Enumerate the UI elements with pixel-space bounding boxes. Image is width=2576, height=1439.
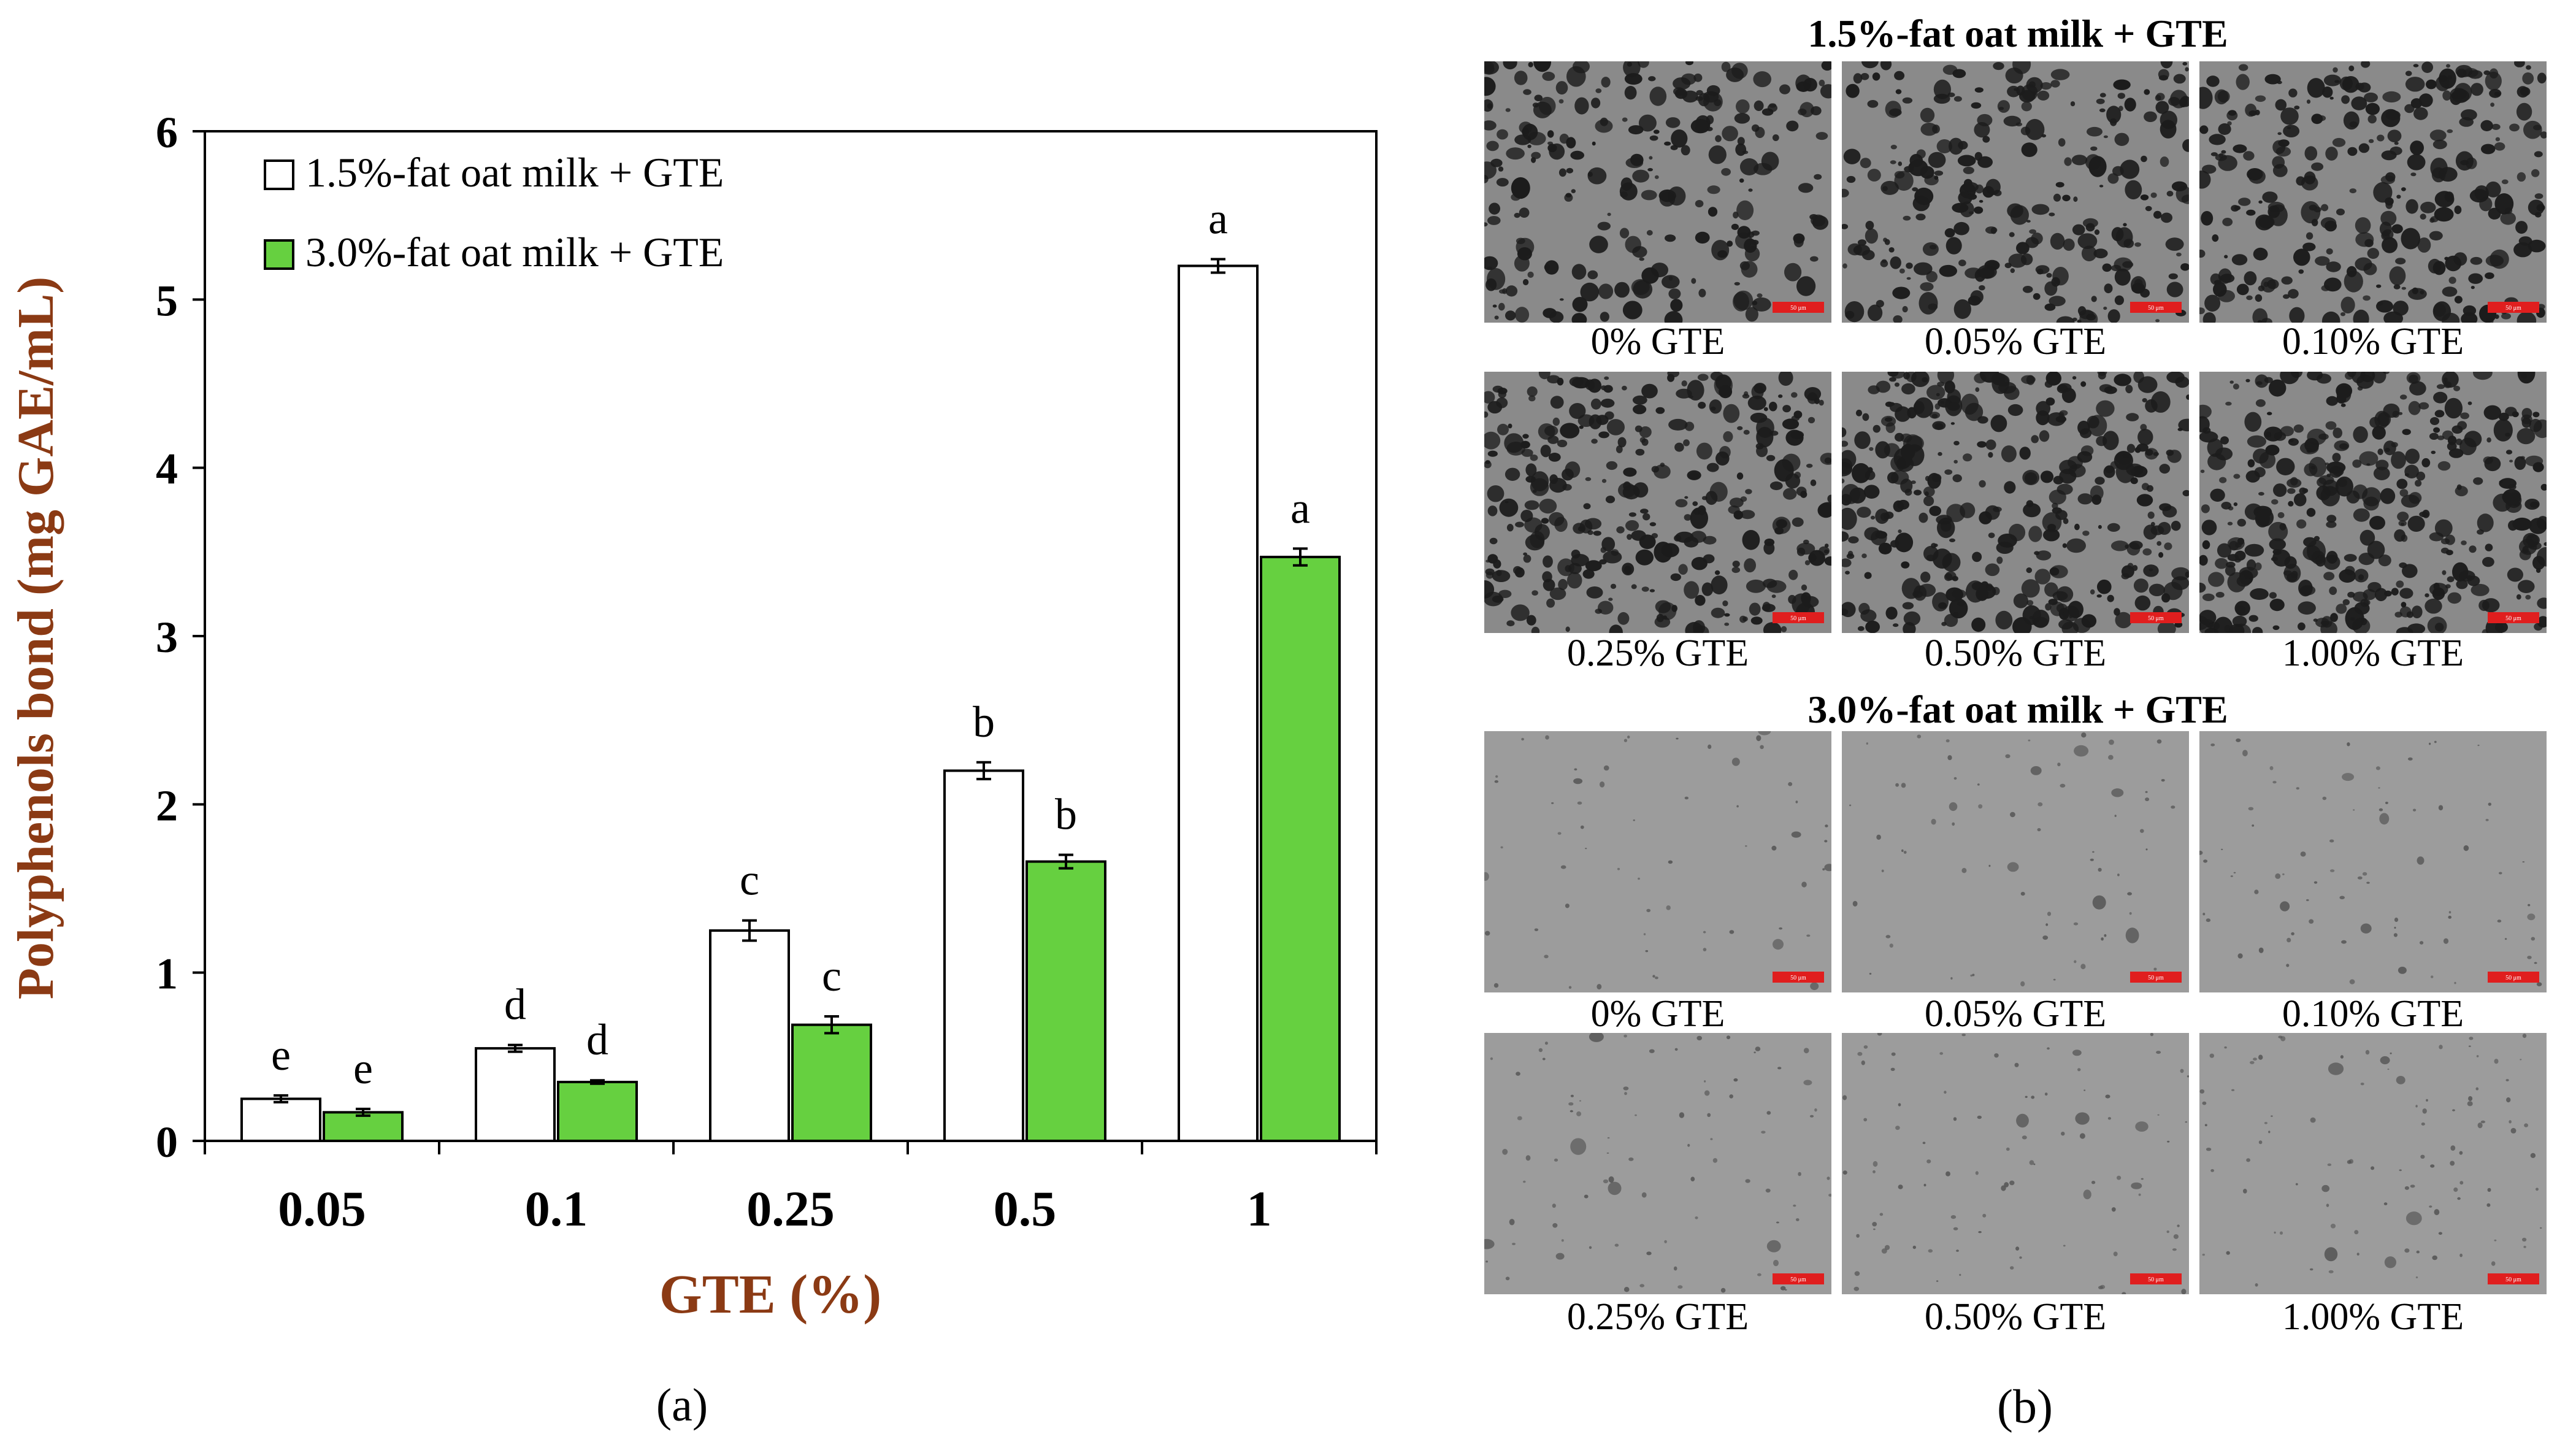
scale-bar-label: 50 μm <box>2505 1276 2521 1283</box>
y-tick-label: 0 <box>156 1118 178 1167</box>
scale-bar <box>1773 302 1824 313</box>
bar <box>323 1111 404 1142</box>
scale-bar <box>2130 302 2182 313</box>
legend-label: 1.5%-fat oat milk + GTE <box>305 149 724 196</box>
significance-label: c <box>740 856 759 905</box>
micrograph-caption: 0.10% GTE <box>2282 321 2464 363</box>
x-category-label: 0.05 <box>278 1181 366 1237</box>
significance-label: a <box>1208 194 1228 243</box>
micrograph-caption: 0.25% GTE <box>1566 1296 1749 1338</box>
scale-bar-label: 50 μm <box>2148 975 2164 981</box>
scale-bar-label: 50 μm <box>2505 615 2521 622</box>
bar <box>943 769 1024 1142</box>
bar <box>709 929 790 1143</box>
panel-a-label: (a) <box>656 1380 708 1431</box>
significance-label: d <box>504 980 526 1029</box>
significance-label: e <box>271 1030 291 1080</box>
micrograph-caption: 1.00% GTE <box>2282 632 2464 674</box>
scale-bar-label: 50 μm <box>2148 305 2164 312</box>
micrograph-caption: 0.05% GTE <box>1924 321 2107 363</box>
bar-series: e d c b a e d c b a <box>240 194 1341 1143</box>
significance-label: a <box>1290 483 1310 532</box>
significance-label: b <box>1055 790 1077 839</box>
bar <box>557 1080 638 1142</box>
micrograph-image: 50 μm <box>1842 61 2189 323</box>
y-axis-ticks: 0 1 2 3 4 5 6 <box>156 108 205 1167</box>
significance-label: d <box>586 1015 608 1064</box>
legend: 1.5%-fat oat milk + GTE 3.0%-fat oat milk… <box>264 149 724 275</box>
scale-bar <box>2488 612 2539 623</box>
bar <box>1025 860 1106 1143</box>
legend-swatch <box>264 239 294 270</box>
scale-bar-label: 50 μm <box>2505 975 2521 981</box>
scale-bar <box>2488 972 2539 983</box>
micrograph-caption: 0.50% GTE <box>1924 632 2107 674</box>
scale-bar <box>1773 972 1824 983</box>
micrograph-image: 50 μm <box>2199 372 2547 633</box>
y-tick-label: 3 <box>156 613 178 662</box>
scale-bar <box>2130 972 2182 983</box>
legend-label: 3.0%-fat oat milk + GTE <box>305 229 724 275</box>
micrograph-image: 50 μm <box>1484 1033 1831 1294</box>
micrograph-image: 50 μm <box>1842 1033 2189 1294</box>
micrograph-caption: 0.50% GTE <box>1924 1296 2107 1338</box>
micrograph-image: 50 μm <box>2199 731 2547 992</box>
x-category-label: 0.5 <box>994 1181 1057 1237</box>
scale-bar <box>1773 612 1824 623</box>
x-category-label: 0.1 <box>525 1181 588 1237</box>
micrograph-caption: 0% GTE <box>1590 993 1725 1035</box>
x-axis-title: GTE (%) <box>659 1264 882 1325</box>
bar-chart: 0 1 2 3 4 5 6 0.05 0.1 0.25 0.5 1 e d c b a e d c b a 1.5%-… <box>7 108 1378 1431</box>
scale-bar-label: 50 μm <box>2148 615 2164 622</box>
scale-bar <box>1773 1273 1824 1284</box>
micrograph-image: 50 μm <box>2199 1033 2547 1294</box>
micrograph-image: 50 μm <box>2199 61 2547 323</box>
scale-bar-label: 50 μm <box>1790 305 1806 312</box>
micrograph-caption: 1.00% GTE <box>2282 1296 2464 1338</box>
significance-label: e <box>353 1044 373 1093</box>
x-category-label: 0.25 <box>746 1181 835 1237</box>
micrograph-image: 50 μm <box>1484 731 1831 992</box>
bar <box>1178 264 1259 1142</box>
micrograph-caption: 0.25% GTE <box>1566 632 1749 674</box>
scale-bar-label: 50 μm <box>1790 975 1806 981</box>
scale-bar-label: 50 μm <box>1790 615 1806 622</box>
y-tick-label: 2 <box>156 781 178 830</box>
significance-label: c <box>822 951 841 1000</box>
micrograph-image: 50 μm <box>1842 372 2189 633</box>
micrograph-group-title-3-0pct: 3.0%-fat oat milk + GTE <box>1807 688 2228 731</box>
bar <box>1260 556 1341 1142</box>
scale-bar-label: 50 μm <box>2505 305 2521 312</box>
x-axis-ticks: 0.05 0.1 0.25 0.5 1 <box>204 1141 1378 1237</box>
micrograph-image: 50 μm <box>1484 372 1831 633</box>
y-axis-title: Polyphenols bond (mg GAE/mL) <box>7 277 64 1000</box>
micrograph-group-title-1-5pct: 1.5%-fat oat milk + GTE <box>1807 12 2228 55</box>
legend-swatch <box>264 159 294 190</box>
significance-label: b <box>973 697 995 746</box>
y-tick-label: 6 <box>156 108 178 157</box>
x-category-label: 1 <box>1247 1181 1272 1237</box>
micrograph-caption: 0.10% GTE <box>2282 993 2464 1035</box>
micrograph-image: 50 μm <box>1842 731 2189 992</box>
y-tick-label: 4 <box>156 445 178 494</box>
panel-b-label: (b) <box>1997 1380 2053 1433</box>
micrograph-caption: 0.05% GTE <box>1924 993 2107 1035</box>
bar <box>791 1023 872 1142</box>
scale-bar <box>2130 1273 2182 1284</box>
bar <box>475 1047 556 1143</box>
micrograph-image: 50 μm <box>1484 61 1831 323</box>
scale-bar <box>2130 612 2182 623</box>
scale-bar-label: 50 μm <box>1790 1276 1806 1283</box>
y-tick-label: 5 <box>156 276 178 325</box>
scale-bar-label: 50 μm <box>2148 1276 2164 1283</box>
bar <box>240 1097 321 1142</box>
scale-bar <box>2488 302 2539 313</box>
scale-bar <box>2488 1273 2539 1284</box>
micrograph-caption: 0% GTE <box>1590 321 1725 363</box>
y-tick-label: 1 <box>156 950 178 999</box>
